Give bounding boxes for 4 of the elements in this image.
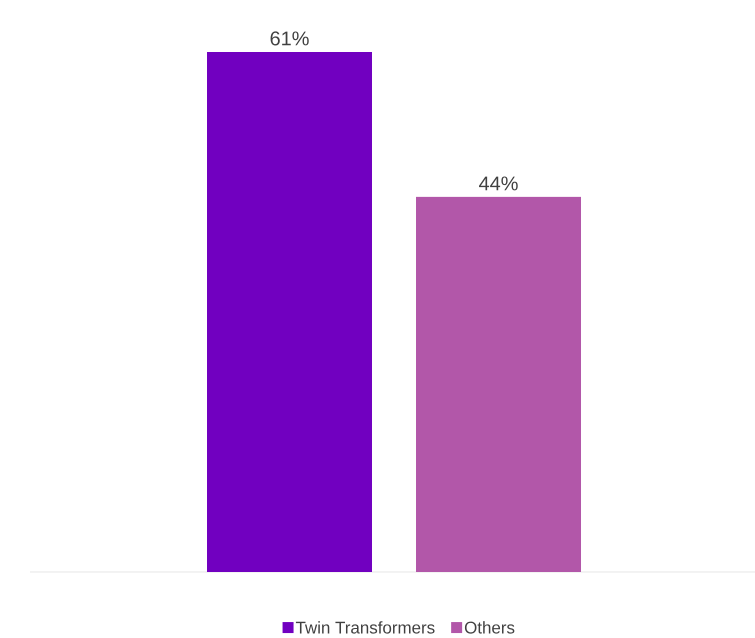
legend-label: Others (464, 621, 514, 634)
legend-label: Twin Transformers (296, 621, 435, 634)
data-label: 61% (270, 31, 309, 46)
data-label: 44% (479, 176, 518, 190)
